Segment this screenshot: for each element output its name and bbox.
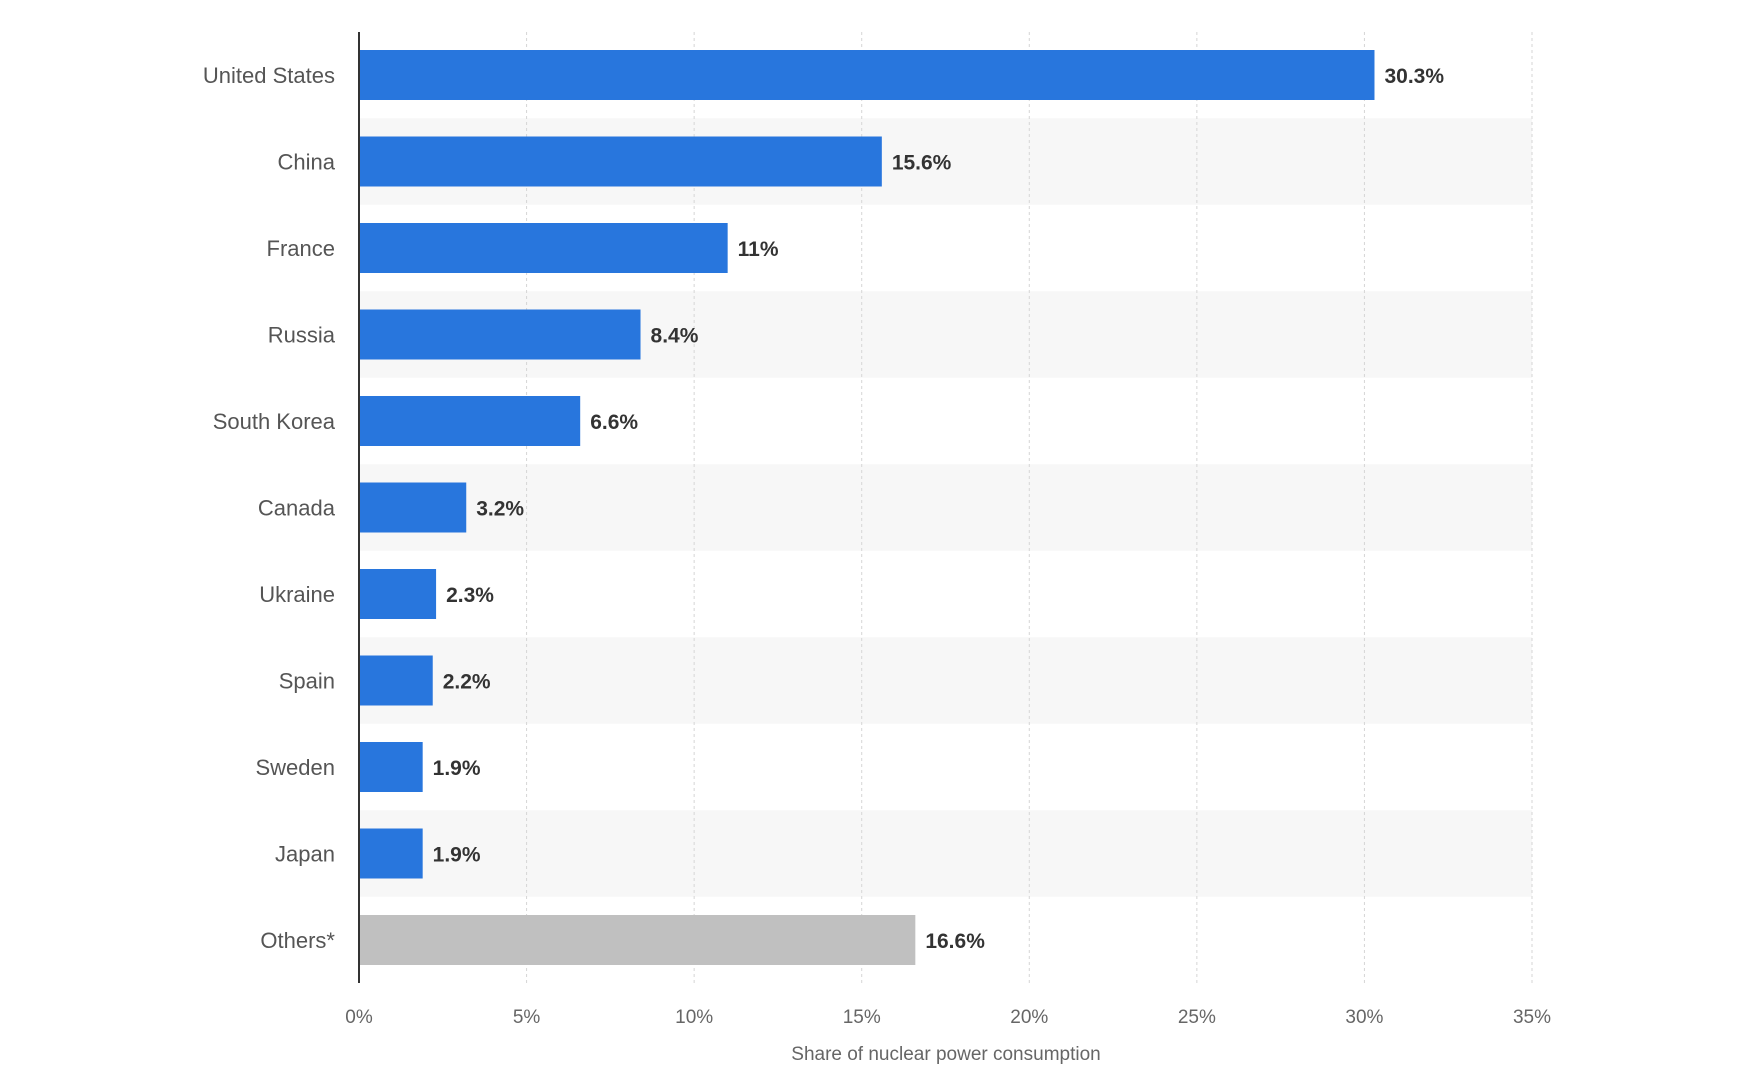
category-label: Canada	[258, 496, 336, 521]
data-label: 6.6%	[590, 411, 638, 434]
data-label: 30.3%	[1384, 65, 1444, 88]
bar-south-korea[interactable]	[359, 396, 581, 446]
data-label: 3.2%	[476, 498, 524, 521]
bar-spain[interactable]	[359, 655, 433, 706]
row-band	[359, 637, 1532, 724]
data-label: 8.4%	[651, 325, 699, 348]
data-label: 11%	[738, 238, 779, 261]
bar-china[interactable]	[359, 136, 882, 187]
category-label: France	[267, 236, 335, 261]
x-tick-label: 35%	[1513, 1007, 1551, 1028]
row-band	[359, 810, 1532, 897]
bar-ukraine[interactable]	[359, 569, 437, 619]
bar-canada[interactable]	[359, 482, 467, 533]
data-label: 1.9%	[433, 757, 481, 780]
category-label: China	[278, 150, 336, 175]
data-label: 2.3%	[446, 584, 494, 607]
bar-sweden[interactable]	[359, 742, 423, 792]
bar-others-[interactable]	[359, 915, 916, 965]
category-label: Others*	[260, 928, 335, 953]
category-label: South Korea	[213, 409, 336, 434]
bar-japan[interactable]	[359, 828, 423, 879]
x-tick-label: 5%	[513, 1007, 541, 1028]
x-tick-label: 0%	[345, 1007, 373, 1028]
bar-russia[interactable]	[359, 309, 641, 360]
row-band	[359, 464, 1532, 551]
category-label: Spain	[279, 669, 335, 694]
category-label: Japan	[275, 842, 335, 867]
data-label: 1.9%	[433, 844, 481, 867]
data-label: 15.6%	[892, 152, 952, 175]
category-label: Russia	[268, 323, 336, 348]
x-tick-label: 30%	[1345, 1007, 1383, 1028]
category-label: Ukraine	[259, 582, 335, 607]
data-label: 2.2%	[443, 671, 491, 694]
category-label: United States	[203, 63, 335, 88]
category-label: Sweden	[255, 755, 335, 780]
x-tick-label: 15%	[843, 1007, 881, 1028]
data-label: 16.6%	[925, 930, 985, 953]
x-tick-label: 25%	[1178, 1007, 1216, 1028]
bar-united-states[interactable]	[359, 50, 1375, 100]
x-tick-label: 10%	[675, 1007, 713, 1028]
x-tick-label: 20%	[1010, 1007, 1048, 1028]
x-axis-title: Share of nuclear power consumption	[791, 1044, 1100, 1065]
bar-france[interactable]	[359, 223, 728, 273]
